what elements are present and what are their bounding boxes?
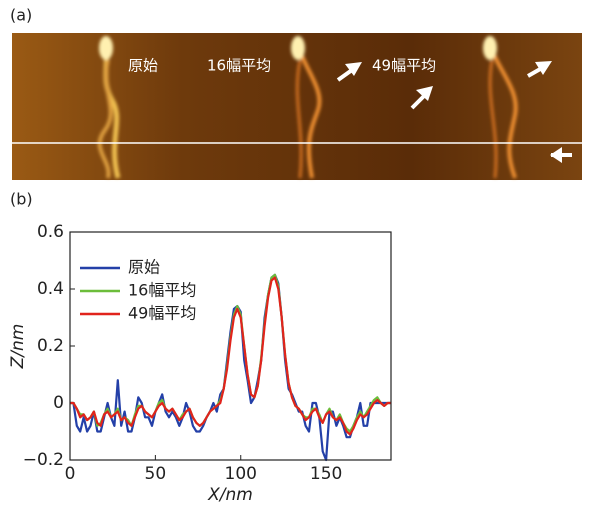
- y-tick-label: −0.2: [23, 450, 64, 470]
- x-tick-label: 100: [225, 464, 257, 484]
- panel-label: (a): [10, 6, 32, 25]
- caption: 原始: [128, 57, 158, 75]
- panel-label: (b): [10, 190, 33, 209]
- filaments: [97, 36, 518, 179]
- series-line: [70, 273, 391, 433]
- x-axis-label: X/nm: [207, 485, 253, 505]
- legend-label: 49幅平均: [128, 304, 196, 323]
- plot-frame: [69, 231, 392, 461]
- legend-label: 16幅平均: [128, 281, 196, 300]
- x-tick-label: 150: [310, 464, 342, 484]
- y-tick-label: 0.6: [37, 222, 64, 242]
- caption: 16幅平均: [207, 57, 271, 75]
- arrows: [336, 61, 572, 163]
- y-tick-label: 0.4: [37, 279, 64, 299]
- y-tick-label: 0.2: [37, 336, 64, 356]
- legend-label: 原始: [128, 258, 160, 277]
- x-tick-label: 50: [145, 464, 167, 484]
- caption: 49幅平均: [372, 57, 436, 75]
- series-line: [70, 276, 391, 436]
- series-line: [70, 273, 391, 462]
- y-axis-label: Z/nm: [8, 324, 28, 370]
- x-tick-label: 0: [65, 464, 76, 484]
- y-tick-label: 0: [53, 393, 64, 413]
